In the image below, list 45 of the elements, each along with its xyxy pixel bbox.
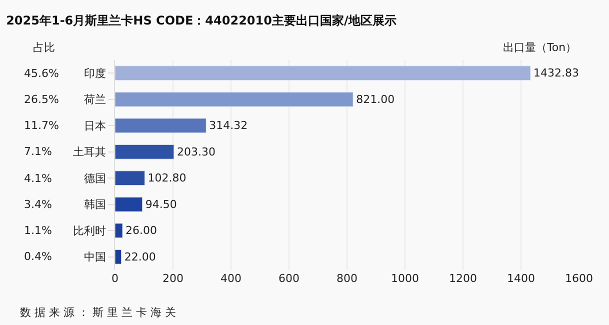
bar: [115, 170, 146, 186]
text: 7.1%: [24, 145, 52, 158]
chart-title: 2025年1-6月斯里兰卡HS CODE：44022010主要出口国家/地区展示: [6, 14, 396, 28]
data-label: 94.50: [145, 198, 177, 211]
text: 占比: [33, 41, 55, 54]
bar: [115, 144, 174, 160]
x-tick-label: 600: [278, 272, 300, 285]
text: 3.4%: [24, 198, 52, 211]
y-tick-label: 韩国: [84, 198, 106, 212]
bar: [115, 66, 531, 81]
y-tick-label: 印度: [84, 66, 106, 80]
data-label: 22.00: [124, 250, 156, 264]
bar: [115, 223, 123, 238]
x-tick-label: 400: [220, 272, 242, 285]
bar: [115, 92, 354, 107]
x-tick-label: 0: [112, 272, 118, 285]
data-label: 26.00: [126, 224, 158, 238]
data-label: 314.32: [209, 119, 248, 132]
x-tick-label: 1200: [449, 272, 477, 285]
x-axis-title: 出口量（Ton）: [503, 41, 577, 54]
x-tick-label: 200: [162, 272, 184, 285]
bar: [115, 249, 122, 264]
text: 11.7%: [24, 119, 59, 132]
text: 45.6%: [24, 67, 59, 80]
text: 1.1%: [24, 224, 52, 237]
data-label: 203.30: [176, 145, 216, 158]
data-label: 102.80: [148, 172, 186, 185]
text: 0.4%: [24, 250, 52, 263]
y-tick-label: 土耳其: [72, 146, 106, 159]
bar: [115, 118, 206, 134]
text: 26.5%: [24, 93, 59, 106]
data-label: 821.00: [356, 92, 395, 106]
data-label: 1432.83: [534, 66, 580, 80]
y-tick-label: 比利时: [72, 224, 106, 238]
y-tick-label: 德国: [84, 172, 106, 185]
text: 4.1%: [24, 172, 52, 185]
x-tick-label: 1600: [565, 272, 593, 285]
x-tick-label: 1400: [507, 272, 535, 285]
y-tick-label: 荷兰: [84, 93, 106, 106]
x-tick-label: 800: [336, 272, 358, 285]
y-tick-label: 日本: [84, 119, 106, 132]
text: 数 据 来 源 ： 斯 里 兰 卡 海 关: [20, 306, 176, 319]
y-tick-label: 中国: [84, 250, 106, 264]
x-tick-label: 1000: [391, 272, 419, 285]
bar: [115, 196, 143, 212]
